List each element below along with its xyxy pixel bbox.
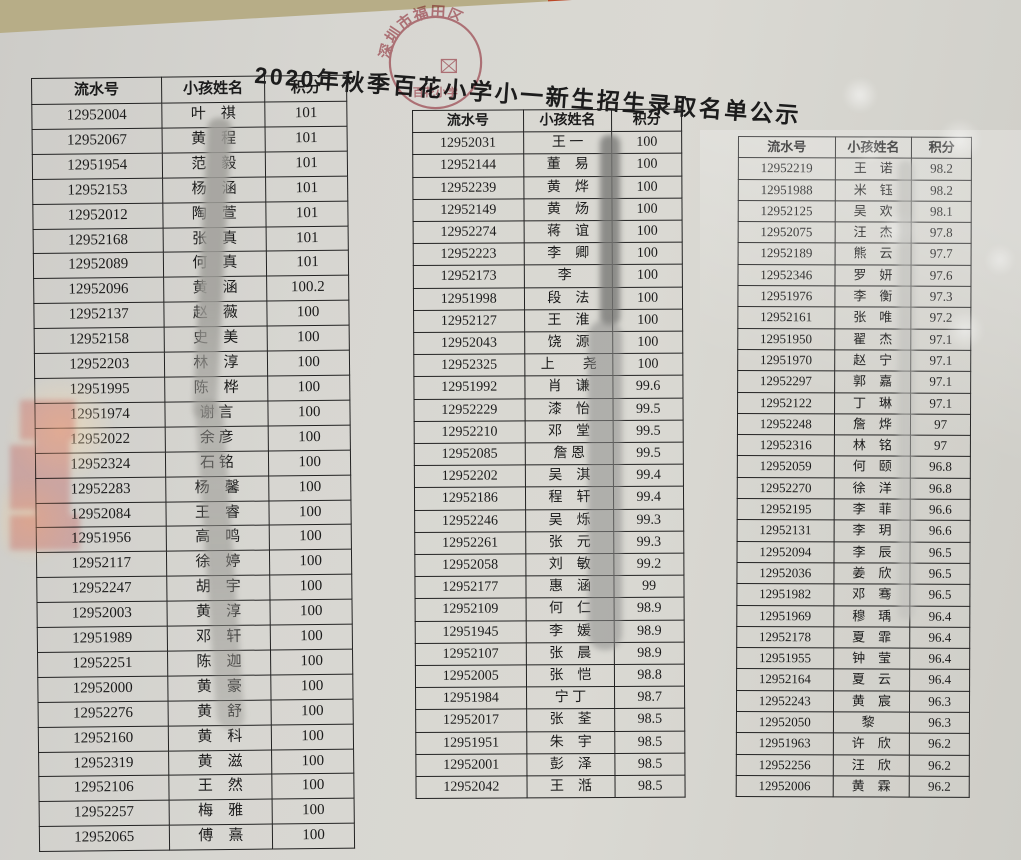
svg-text:百花小学: 百花小学 bbox=[413, 85, 459, 99]
svg-text:深圳市福田区: 深圳市福田区 bbox=[376, 3, 466, 60]
